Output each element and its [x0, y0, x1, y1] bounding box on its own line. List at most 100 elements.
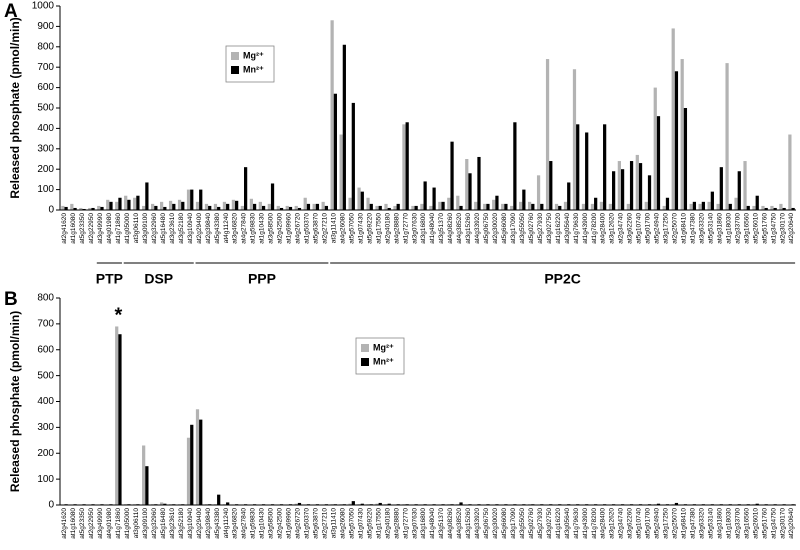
bar: [459, 502, 463, 505]
bar: [635, 154, 639, 210]
bar: [106, 199, 110, 210]
y-tick-label: 700: [37, 62, 54, 73]
bar: [501, 203, 505, 210]
bar: [474, 201, 478, 210]
legend-label: Mg²⁺: [243, 50, 264, 60]
y-tick-label: 1000: [32, 1, 55, 12]
bar: [384, 203, 388, 210]
bar: [447, 197, 451, 210]
bar: [728, 203, 732, 210]
bar: [662, 205, 666, 210]
bar: [366, 197, 370, 210]
x-tick-label: at3g11410: [330, 213, 337, 244]
bar: [719, 167, 723, 210]
bar: [321, 201, 325, 210]
x-tick-label: at5g01700: [645, 508, 652, 539]
bar: [746, 205, 750, 210]
bar: [665, 197, 670, 210]
bar: [378, 502, 382, 505]
x-tick-label: at5g63870: [313, 508, 320, 539]
x-tick-label: at1g34750: [770, 508, 777, 539]
bar: [483, 203, 487, 210]
bar: [683, 108, 688, 210]
bar: [226, 203, 230, 210]
bar: [133, 197, 137, 210]
x-tick-label: at1g68410: [681, 508, 688, 539]
bar: [504, 203, 508, 210]
bar: [590, 203, 595, 210]
x-tick-label: at4g38520: [456, 213, 463, 244]
bar: [638, 163, 643, 210]
x-tick-label: at1g78200: [591, 213, 598, 244]
x-tick-label: at1g16220: [555, 508, 562, 539]
x-tick-label: at3g16560: [743, 213, 750, 244]
bar: [536, 175, 541, 210]
x-tick-label: at2g42500: [277, 508, 284, 539]
bar: [204, 203, 209, 210]
bar: [680, 59, 684, 210]
bar: [599, 201, 604, 210]
bar: [603, 124, 607, 210]
bar: [217, 494, 221, 505]
x-tick-label: at1g50370: [304, 508, 311, 539]
x-tick-label: at2g39840: [205, 508, 212, 539]
x-tick-label: at2g27210: [321, 508, 328, 539]
x-tick-label: at3g10940: [187, 508, 194, 539]
x-tick-label: at3g49990: [97, 213, 104, 244]
y-tick-label: 300: [37, 143, 54, 154]
x-tick-label: at3g51370: [438, 508, 445, 539]
bar: [393, 205, 397, 210]
x-tick-label: at2g30170: [779, 508, 786, 539]
x-tick-label: at1g50370: [304, 213, 311, 244]
bar: [513, 122, 517, 210]
x-tick-label: at2g32960: [151, 213, 158, 244]
bar: [788, 134, 792, 210]
legend-label: Mn²⁺: [373, 356, 394, 366]
x-tick-label: at1g16080: [70, 213, 77, 244]
x-tick-label: at5g06750: [483, 508, 490, 539]
x-tick-label: at5g23350: [79, 213, 86, 244]
x-tick-label: at2g40180: [384, 508, 391, 539]
x-tick-label: at2g29400: [196, 508, 203, 539]
y-tick-label: 800: [37, 293, 54, 304]
x-tick-label: at3g17090: [510, 213, 517, 244]
x-tick-label: at1g18030: [725, 508, 732, 539]
x-tick-label: at5g51760: [761, 508, 768, 539]
x-tick-label: at3g16560: [743, 508, 750, 539]
bar: [333, 93, 337, 210]
bar: [186, 437, 191, 505]
y-tick-label: 300: [37, 422, 54, 433]
bar: [716, 203, 720, 210]
bar: [405, 122, 409, 210]
legend-swatch: [231, 66, 239, 74]
bar: [357, 187, 361, 210]
bar: [656, 116, 661, 210]
x-tick-label: at3g07630: [411, 508, 418, 539]
y-tick-label: 600: [37, 82, 54, 93]
bar: [127, 199, 131, 210]
x-tick-label: at5g02760: [528, 213, 535, 244]
x-tick-label: at4g26720: [295, 213, 302, 244]
x-tick-label: at5g26010: [752, 508, 759, 539]
x-tick-label: at4g31860: [716, 508, 723, 539]
bar: [360, 503, 364, 505]
bar: [145, 182, 149, 210]
x-tick-label: at3g63320: [698, 508, 705, 539]
bar: [572, 69, 577, 211]
bar: [195, 409, 200, 505]
legend-swatch: [361, 344, 369, 352]
bar: [644, 201, 648, 210]
bar: [100, 206, 104, 210]
group-label: PPP: [248, 271, 276, 287]
bar: [235, 200, 239, 210]
x-tick-label: at4g26080: [339, 508, 346, 539]
bar: [441, 201, 445, 210]
x-tick-label: at5g01700: [645, 213, 652, 244]
x-tick-label: at4g27840: [241, 213, 248, 244]
bar: [249, 198, 253, 210]
x-tick-label: at2g42500: [277, 213, 284, 244]
bar: [199, 419, 203, 505]
x-tick-label: at5g10740: [636, 508, 643, 539]
bar: [118, 197, 122, 210]
x-tick-label: at2g33700: [734, 508, 741, 539]
